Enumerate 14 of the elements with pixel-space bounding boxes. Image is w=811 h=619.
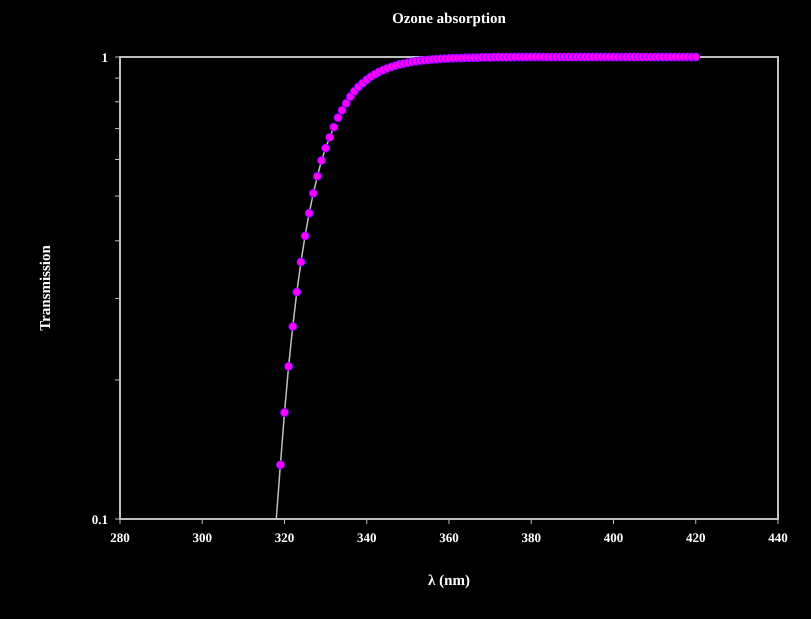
y-tick-label: 0.1 [92, 512, 108, 527]
x-tick-label: 280 [110, 530, 130, 545]
x-tick-label: 360 [439, 530, 459, 545]
y-tick-label: 1 [102, 50, 108, 65]
x-tick-label: 440 [768, 530, 788, 545]
x-tick-label: 300 [192, 530, 212, 545]
x-tick-label: 400 [604, 530, 624, 545]
x-tick-label: 340 [357, 530, 376, 545]
x-axis-title: λ (nm) [428, 573, 470, 589]
y-axis-title: Transmission [38, 244, 54, 331]
x-tick-label: 420 [686, 530, 706, 545]
x-tick-label: 380 [522, 530, 541, 545]
chart-title: Ozone absorption [392, 11, 507, 27]
x-tick-label: 320 [274, 530, 294, 545]
